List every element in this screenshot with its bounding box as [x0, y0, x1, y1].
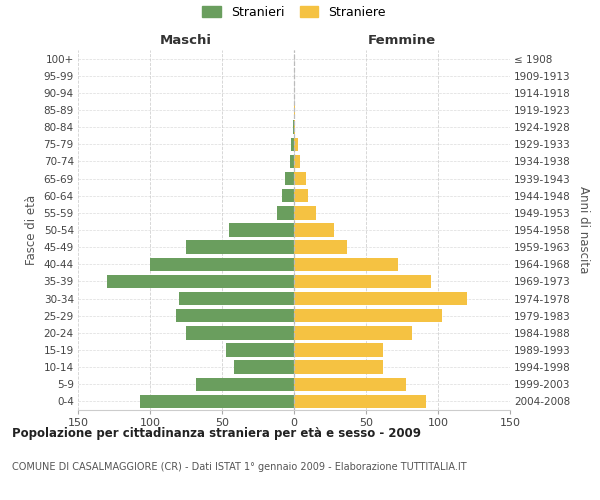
- Bar: [291, 138, 294, 151]
- Text: Maschi: Maschi: [160, 34, 212, 46]
- Bar: [196, 378, 294, 391]
- Bar: [286, 172, 294, 186]
- Bar: [290, 154, 294, 168]
- Bar: [226, 344, 294, 356]
- Bar: [294, 258, 398, 271]
- Bar: [294, 274, 431, 288]
- Bar: [294, 154, 300, 168]
- Bar: [294, 378, 406, 391]
- Text: Popolazione per cittadinanza straniera per età e sesso - 2009: Popolazione per cittadinanza straniera p…: [12, 428, 421, 440]
- Text: COMUNE DI CASALMAGGIORE (CR) - Dati ISTAT 1° gennaio 2009 - Elaborazione TUTTITA: COMUNE DI CASALMAGGIORE (CR) - Dati ISTA…: [12, 462, 467, 472]
- Bar: [294, 138, 298, 151]
- Bar: [186, 240, 294, 254]
- Bar: [150, 258, 294, 271]
- Bar: [294, 189, 308, 202]
- Bar: [294, 224, 334, 236]
- Text: Femmine: Femmine: [368, 34, 436, 46]
- Bar: [294, 360, 383, 374]
- Bar: [294, 394, 427, 408]
- Bar: [294, 240, 347, 254]
- Bar: [294, 326, 412, 340]
- Bar: [176, 309, 294, 322]
- Bar: [179, 292, 294, 306]
- Bar: [186, 326, 294, 340]
- Bar: [294, 120, 295, 134]
- Bar: [293, 120, 294, 134]
- Bar: [229, 224, 294, 236]
- Bar: [140, 394, 294, 408]
- Bar: [277, 206, 294, 220]
- Y-axis label: Fasce di età: Fasce di età: [25, 195, 38, 265]
- Bar: [294, 104, 295, 117]
- Bar: [294, 309, 442, 322]
- Bar: [294, 172, 305, 186]
- Y-axis label: Anni di nascita: Anni di nascita: [577, 186, 590, 274]
- Legend: Stranieri, Straniere: Stranieri, Straniere: [202, 6, 386, 19]
- Bar: [283, 189, 294, 202]
- Bar: [233, 360, 294, 374]
- Bar: [294, 344, 383, 356]
- Bar: [294, 292, 467, 306]
- Bar: [107, 274, 294, 288]
- Bar: [294, 206, 316, 220]
